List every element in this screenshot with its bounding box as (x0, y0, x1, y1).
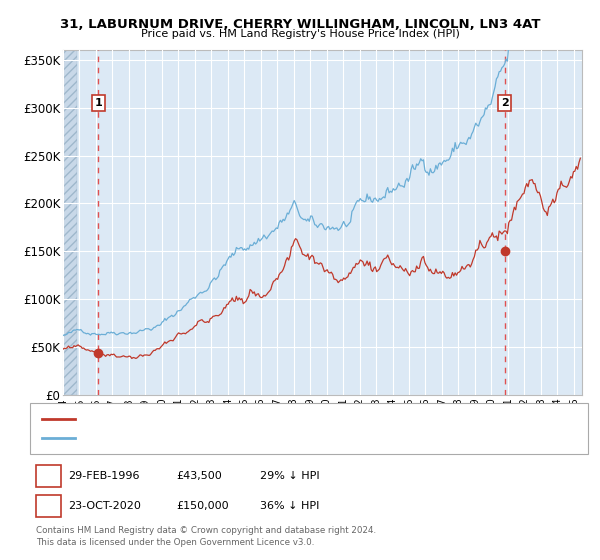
Text: 31, LABURNUM DRIVE, CHERRY WILLINGHAM, LINCOLN, LN3 4AT (detached house): 31, LABURNUM DRIVE, CHERRY WILLINGHAM, L… (81, 413, 486, 423)
Text: HPI: Average price, detached house, West Lindsey: HPI: Average price, detached house, West… (81, 433, 326, 444)
Text: 23-OCT-2020: 23-OCT-2020 (68, 501, 140, 511)
Text: 2: 2 (501, 98, 509, 108)
Text: 29-FEB-1996: 29-FEB-1996 (68, 471, 139, 481)
Bar (63, 50, 77, 395)
Text: 36% ↓ HPI: 36% ↓ HPI (260, 501, 319, 511)
Text: £43,500: £43,500 (176, 471, 221, 481)
Text: £150,000: £150,000 (176, 501, 229, 511)
Text: Contains HM Land Registry data © Crown copyright and database right 2024.: Contains HM Land Registry data © Crown c… (36, 526, 376, 535)
Text: This data is licensed under the Open Government Licence v3.0.: This data is licensed under the Open Gov… (36, 538, 314, 547)
Text: 2: 2 (45, 501, 52, 511)
Text: Price paid vs. HM Land Registry's House Price Index (HPI): Price paid vs. HM Land Registry's House … (140, 29, 460, 39)
Text: 31, LABURNUM DRIVE, CHERRY WILLINGHAM, LINCOLN, LN3 4AT: 31, LABURNUM DRIVE, CHERRY WILLINGHAM, L… (60, 18, 540, 31)
Text: 1: 1 (95, 98, 102, 108)
Bar (63, 50, 77, 395)
Text: 29% ↓ HPI: 29% ↓ HPI (260, 471, 319, 481)
Text: 1: 1 (45, 471, 52, 481)
